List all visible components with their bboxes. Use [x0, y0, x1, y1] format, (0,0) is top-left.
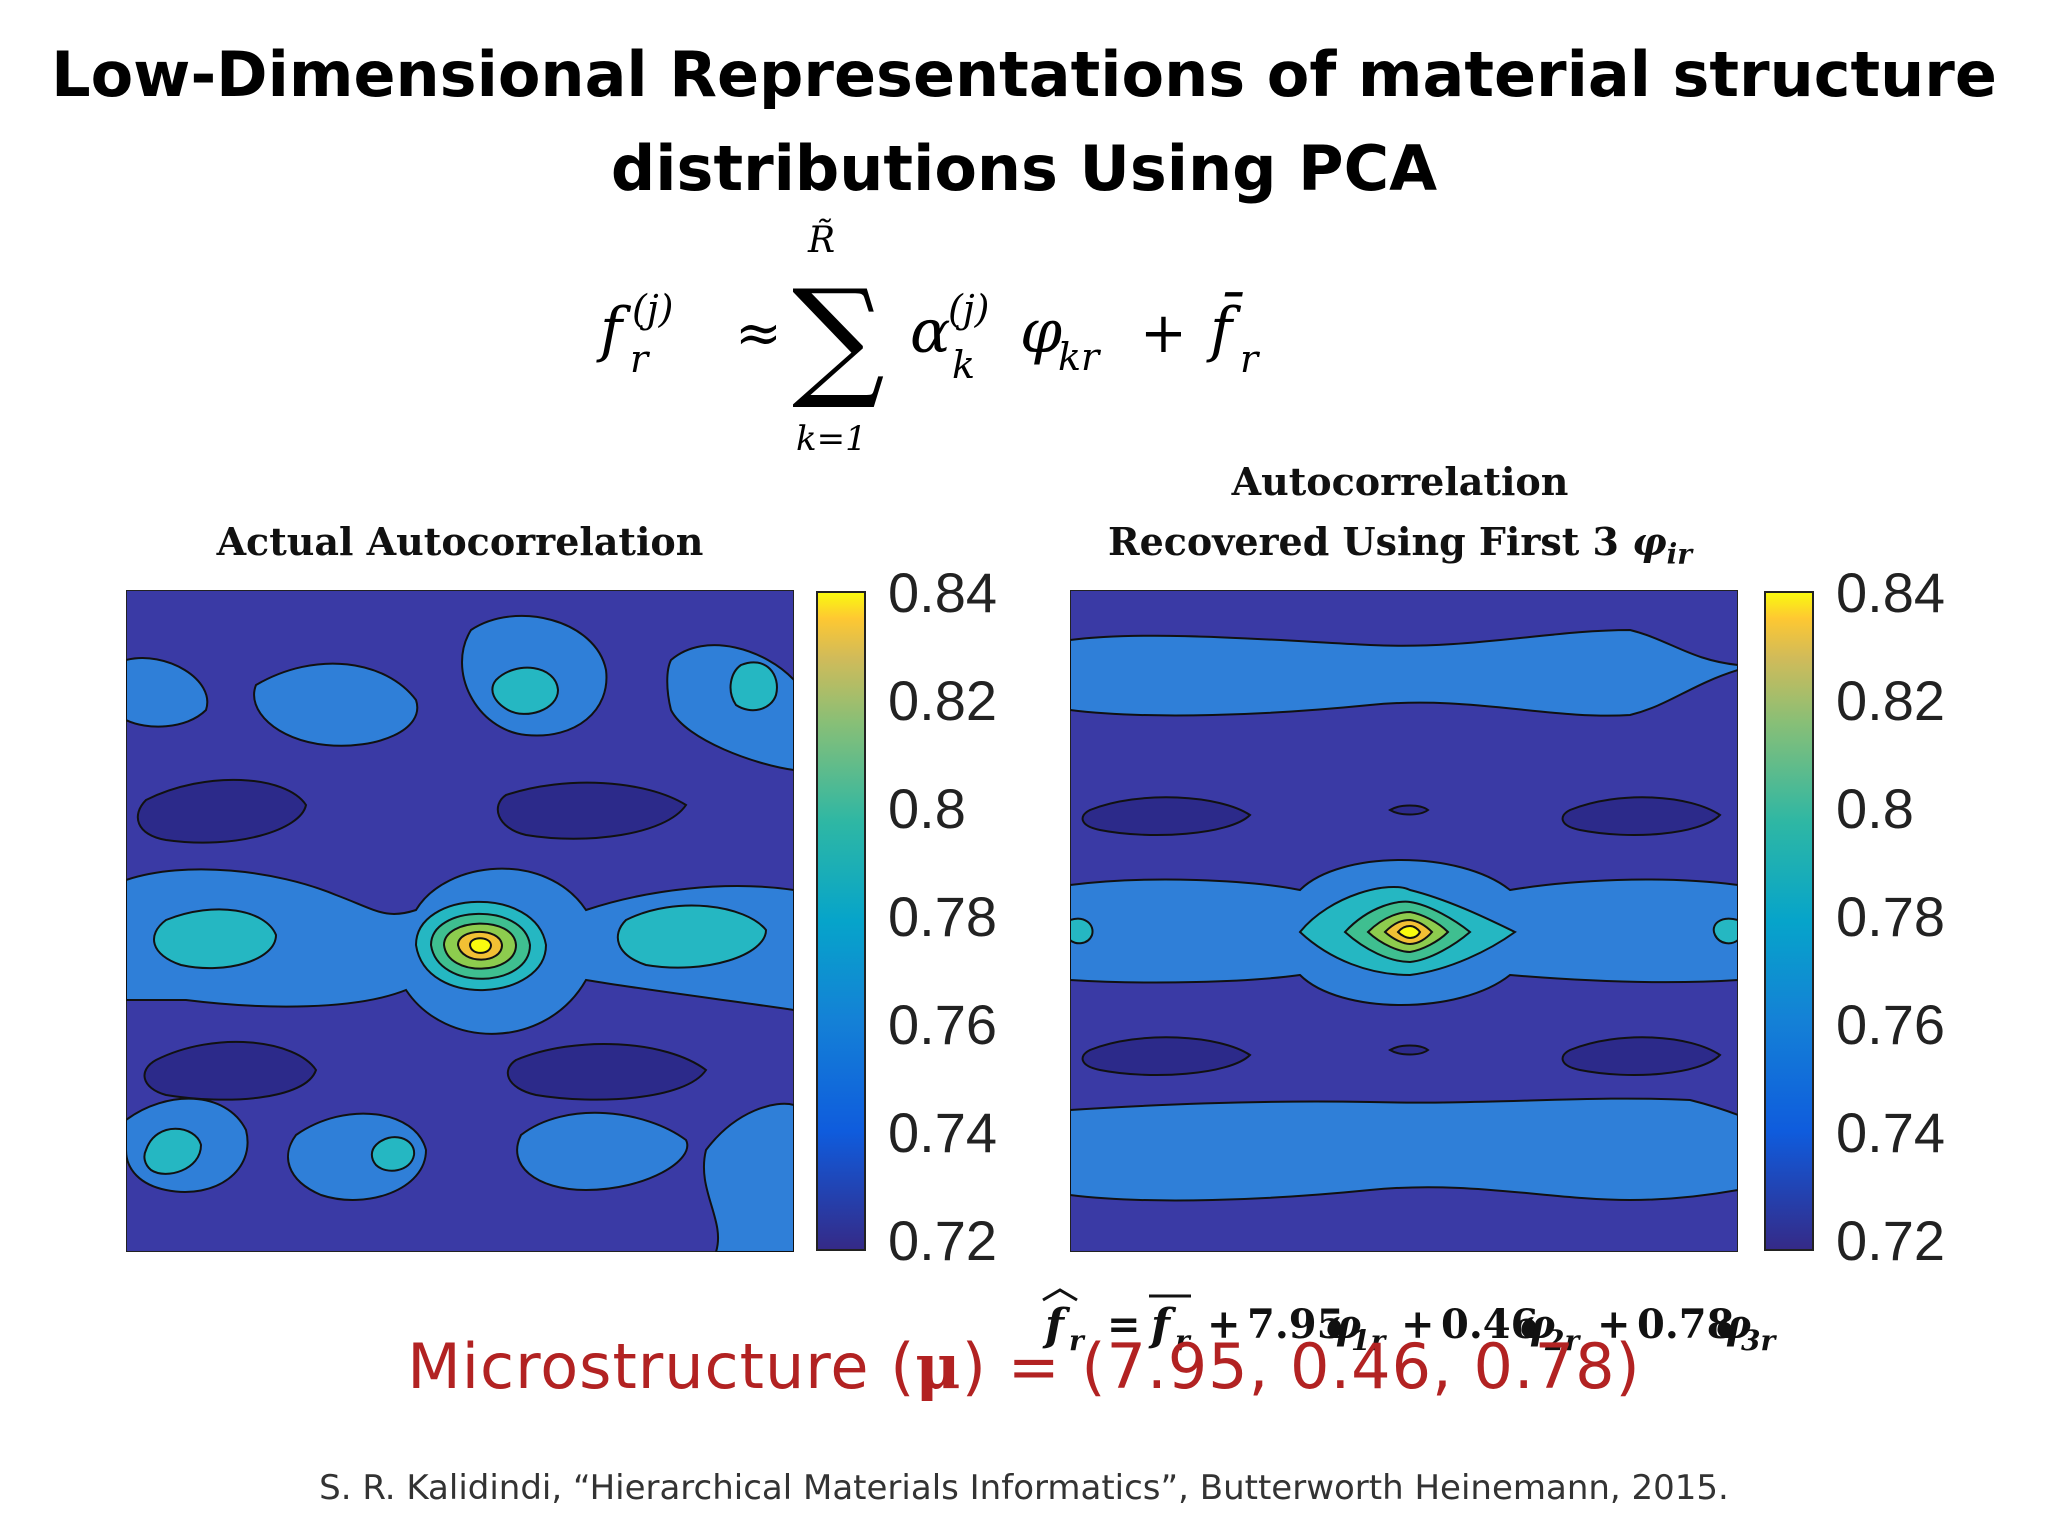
right-tick-label: 0.78: [1836, 885, 1945, 948]
right-tick-label: 0.84: [1836, 561, 1945, 624]
left-tick-label: 0.72: [888, 1209, 997, 1272]
fhat-hat: [1042, 1288, 1078, 1302]
left-tick-label: 0.84: [888, 561, 997, 624]
microstructure-prefix: Microstructure (: [407, 1330, 916, 1403]
recovery-phi-sub-1: 1r: [1351, 1324, 1387, 1357]
recovery-phi-3: φ: [1715, 1301, 1751, 1348]
recovery-equals: =: [1107, 1301, 1141, 1348]
right-panel-title-text: Recovered Using First 3: [1108, 519, 1633, 564]
title-line-1: Low-Dimensional Representations of mater…: [51, 38, 1997, 111]
left-contour-bottom-right-edge: [703, 1102, 794, 1252]
left-contour-top-center-inner: [491, 666, 560, 715]
eq-phi: φ: [1020, 297, 1062, 367]
right-contour-top-band: [1070, 628, 1738, 717]
right-contour-bottom-band: [1070, 1097, 1738, 1202]
microstructure-suffix: ) = (7.95, 0.46, 0.78): [961, 1330, 1641, 1403]
left-contour-bottom-center-inner: [370, 1136, 416, 1172]
left-contour-top-right-inner: [729, 661, 778, 712]
left-contour-middle-right-inner: [616, 904, 768, 969]
right-tick-label: 0.8: [1836, 777, 1914, 840]
pca-equation: f (j) r ≈ R̃ ∑ k=1 α (j) k φ kr + f̄ r: [596, 219, 1261, 459]
left-tick-label: 0.8: [888, 777, 966, 840]
recovery-fhat-sub: r: [1069, 1324, 1086, 1357]
eq-approx: ≈: [735, 301, 782, 366]
left-colorbar: [816, 591, 866, 1251]
eq-sum-upper: R̃: [807, 219, 835, 261]
citation: S. R. Kalidindi, “Hierarchical Materials…: [319, 1468, 1729, 1508]
eq-fbar: f̄: [1206, 292, 1243, 365]
eq-lhs-f: f: [596, 295, 632, 365]
right-contour-dark-lower-right: [1561, 1036, 1722, 1076]
right-colorbar-gradient: [1764, 591, 1814, 1251]
microstructure-statement: Microstructure (μ) = (7.95, 0.46, 0.78): [0, 1330, 2048, 1403]
left-contour-bottom-center: [287, 1112, 428, 1201]
recovery-phi-2: φ: [1519, 1301, 1555, 1348]
recovery-coef-1: 7.95: [1247, 1301, 1344, 1348]
right-contour-dark-lower-left: [1081, 1036, 1252, 1076]
right-contour-dark-upper-right: [1561, 796, 1722, 836]
left-panel-title: Actual Autocorrelation: [216, 519, 704, 564]
eq-sum-sign: ∑: [792, 261, 885, 413]
right-colorbar: [1764, 591, 1814, 1251]
title-line-2: distributions Using PCA: [610, 132, 1438, 205]
right-tick-label: 0.76: [1836, 993, 1945, 1056]
recovery-plus-3: +: [1597, 1301, 1631, 1348]
right-contour-peak-core: [1396, 924, 1422, 940]
left-contour-peak-core: [468, 937, 493, 954]
right-tick-label: 0.74: [1836, 1101, 1945, 1164]
recovery-coef-2: 0.46: [1441, 1301, 1538, 1348]
eq-plus: +: [1140, 301, 1187, 366]
right-panel-title-line-1: Autocorrelation: [1231, 459, 1569, 504]
recovery-phi-1: φ: [1325, 1301, 1361, 1348]
recovery-plus-1: +: [1207, 1301, 1241, 1348]
left-colorbar-gradient: [816, 591, 866, 1251]
recovery-coef-3: 0.78: [1637, 1301, 1734, 1348]
eq-sum-lower: k=1: [796, 419, 867, 459]
recovery-phi-sub-3: 3r: [1741, 1324, 1777, 1357]
left-contour-band-dark-4: [506, 1043, 708, 1101]
right-tick-label: 0.72: [1836, 1209, 1945, 1272]
recovery-fbar-sub: r: [1175, 1324, 1192, 1357]
recovery-plus-2: +: [1401, 1301, 1435, 1348]
right-panel-title-phi: φ: [1632, 519, 1667, 564]
left-contour-band-dark-1: [136, 778, 308, 844]
left-contour-top-left: [126, 657, 209, 728]
right-panel-title: Autocorrelation Recovered Using First 3 …: [1000, 452, 1800, 585]
left-contour-plot: [126, 590, 794, 1252]
left-contour-band-dark-2: [496, 781, 688, 840]
right-contour-dark-upper-center: [1388, 804, 1430, 816]
recovery-equation: f r = f r + 7.95 φ 1r + 0.46 φ 2r + 0.78…: [1042, 1288, 1777, 1357]
eq-lhs-sub: r: [630, 337, 651, 381]
recovery-phi-sub-2: 2r: [1544, 1324, 1581, 1357]
left-contour-top-band: [253, 662, 419, 747]
left-contour-bottom-left-inner: [143, 1127, 203, 1175]
right-contour-dark-upper-left: [1081, 796, 1252, 836]
left-tick-label: 0.82: [888, 669, 997, 732]
microstructure-mu: μ: [915, 1330, 962, 1403]
left-tick-label: 0.74: [888, 1101, 997, 1164]
left-contour-middle-left-inner: [153, 908, 278, 970]
left-tick-label: 0.76: [888, 993, 997, 1056]
right-contour-middle-right-edge: [1712, 917, 1738, 945]
eq-lhs-sup: (j): [632, 287, 673, 331]
right-tick-label: 0.82: [1836, 669, 1945, 732]
eq-alpha-sub: k: [952, 343, 975, 387]
slide-title: Low-Dimensional Representations of mater…: [0, 28, 2048, 216]
left-tick-label: 0.78: [888, 885, 997, 948]
right-contour-plot: [1070, 590, 1738, 1252]
right-contour-middle-left-edge: [1070, 917, 1094, 945]
left-contour-band-dark-3: [143, 1040, 318, 1101]
right-panel-title-phi-sub: ir: [1666, 537, 1692, 571]
eq-alpha-sup: (j): [948, 287, 989, 331]
right-contour-dark-lower-center: [1388, 1044, 1430, 1056]
eq-alpha: α: [910, 297, 951, 367]
eq-fbar-sub: r: [1240, 337, 1261, 381]
eq-phi-sub: kr: [1058, 335, 1102, 379]
right-panel-title-line-2: Recovered Using First 3 φir: [1000, 512, 1800, 585]
left-contour-bottom-right: [516, 1111, 689, 1192]
